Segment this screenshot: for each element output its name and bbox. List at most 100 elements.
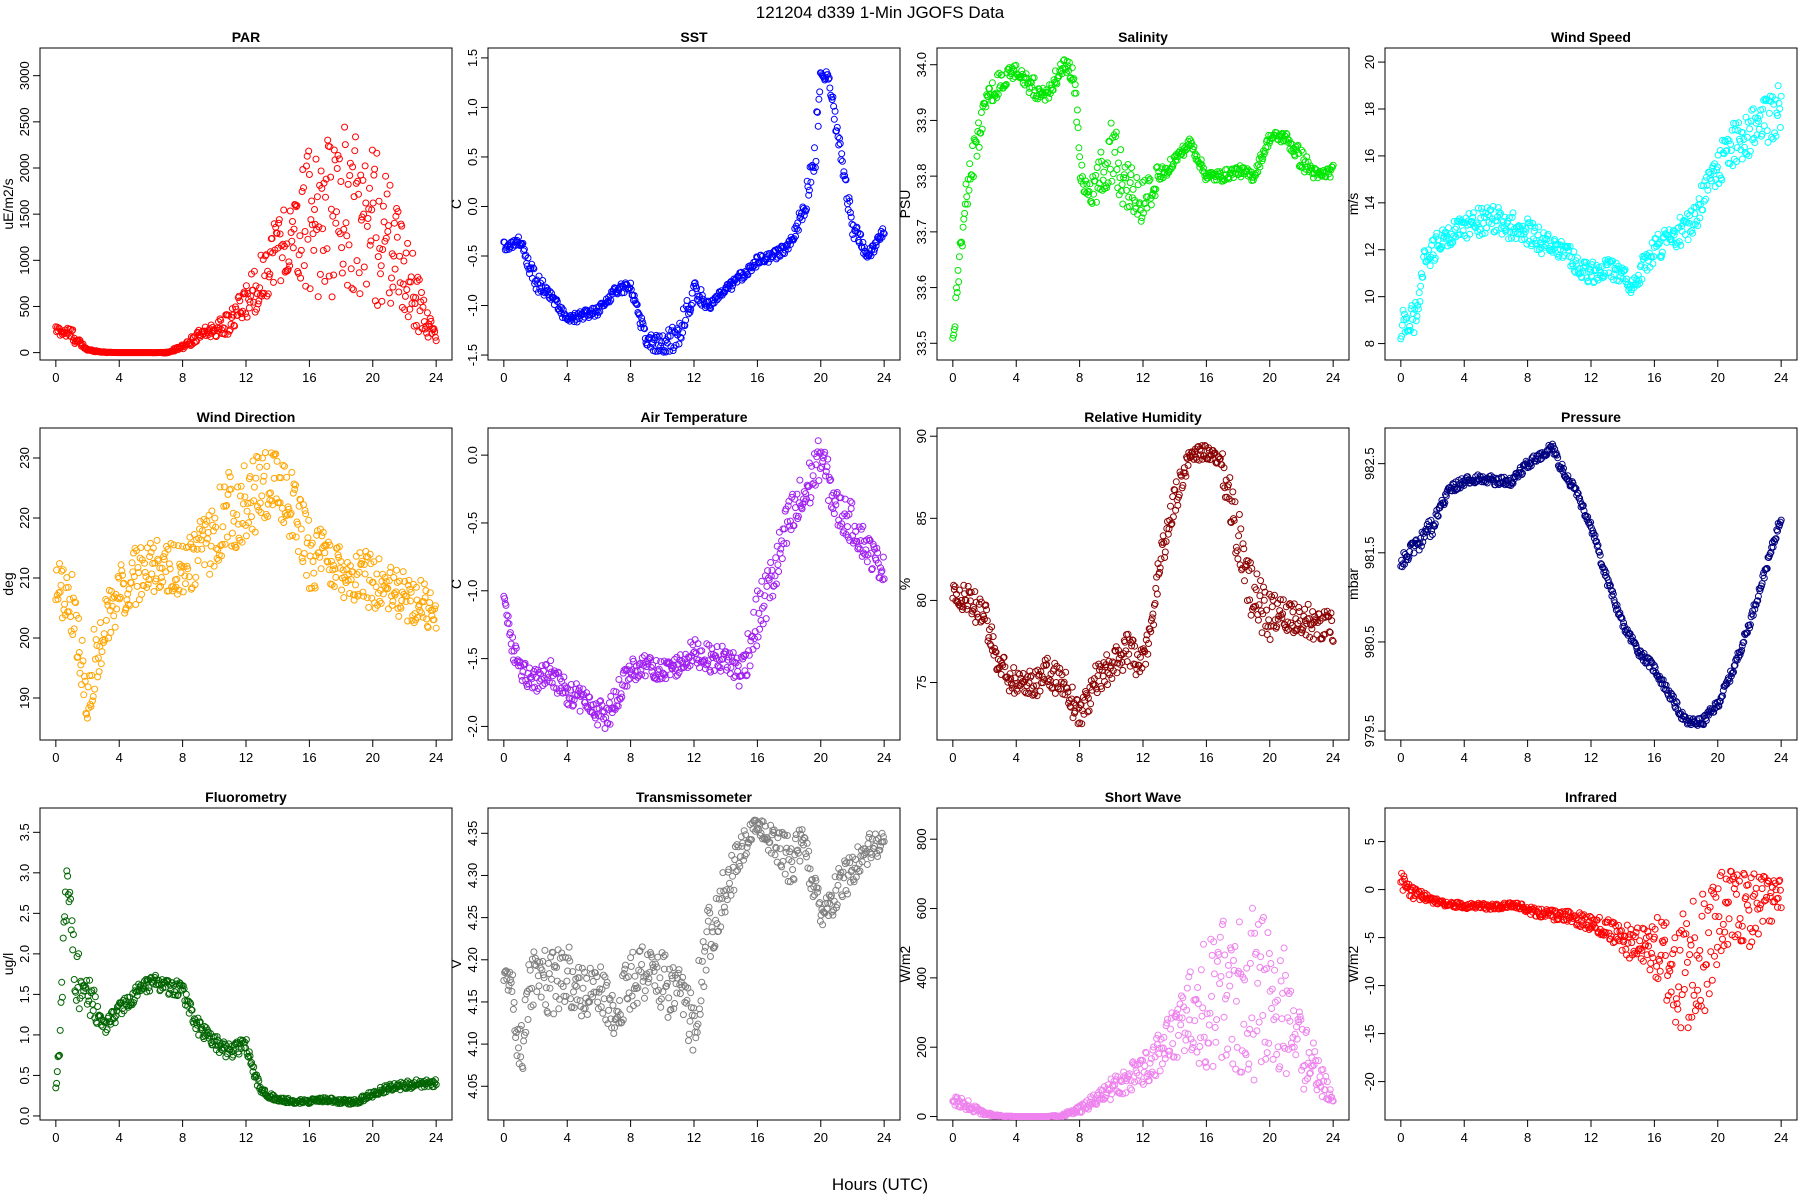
x-tick-label: 12 (239, 750, 253, 765)
data-point (630, 292, 638, 299)
data-point (1113, 166, 1121, 173)
data-point (657, 342, 665, 350)
data-point (1190, 455, 1198, 463)
data-point (397, 604, 405, 612)
data-point (286, 207, 294, 215)
data-point (119, 580, 127, 588)
y-axis-label: PSU (897, 190, 913, 219)
x-tick-label: 8 (179, 370, 186, 385)
data-point (418, 325, 426, 332)
data-point (624, 676, 632, 684)
data-point (1504, 217, 1512, 225)
data-point (401, 578, 409, 585)
data-point (287, 509, 295, 517)
data-point (321, 549, 329, 557)
data-point (165, 560, 173, 568)
data-point (1085, 707, 1093, 715)
data-point (420, 580, 428, 588)
data-point (560, 673, 568, 681)
data-point (1658, 252, 1666, 260)
data-point (370, 171, 378, 179)
data-point (310, 569, 318, 577)
data-point (83, 710, 91, 718)
data-point (1149, 610, 1157, 618)
data-point (286, 262, 294, 270)
y-tick-label: 75 (914, 675, 929, 689)
data-point (292, 533, 300, 541)
data-point (1057, 678, 1065, 686)
data-point (661, 671, 669, 679)
data-point (268, 497, 276, 505)
x-tick-label: 8 (179, 750, 186, 765)
data-point (662, 675, 670, 683)
data-point (1041, 656, 1049, 664)
data-point (234, 520, 242, 528)
data-point (423, 329, 431, 337)
x-tick-label: 0 (1397, 750, 1404, 765)
data-point (1122, 174, 1130, 182)
data-point (961, 596, 969, 604)
data-point (1145, 174, 1152, 182)
data-point (1125, 203, 1133, 210)
data-point (117, 561, 125, 569)
x-tick-label: 4 (564, 370, 571, 385)
data-points (52, 867, 440, 1108)
data-point (1151, 600, 1159, 607)
data-point (1064, 688, 1072, 696)
data-point (1260, 596, 1268, 604)
data-point (982, 103, 990, 111)
data-point (195, 534, 203, 542)
data-point (771, 572, 779, 580)
data-point (94, 1003, 102, 1010)
data-point (1606, 257, 1614, 265)
data-point (1763, 127, 1771, 135)
x-tick-label: 16 (1199, 750, 1213, 765)
data-point (387, 299, 395, 307)
data-points (500, 816, 888, 1072)
data-point (953, 284, 960, 292)
data-point (130, 573, 138, 580)
data-point (1223, 493, 1231, 501)
data-point (1046, 676, 1054, 684)
data-point (297, 246, 305, 254)
data-point (535, 272, 543, 280)
data-point (1636, 279, 1644, 287)
data-point (1140, 647, 1148, 655)
y-tick-label: 33.9 (914, 108, 929, 133)
x-tick-label: 12 (1584, 370, 1598, 385)
data-point (419, 303, 427, 311)
data-point (344, 577, 352, 584)
data-point (1740, 135, 1748, 143)
data-point (211, 514, 219, 522)
data-point (168, 587, 176, 595)
y-axis-label: deg (0, 572, 16, 595)
data-point (272, 450, 280, 458)
y-tick-label: 34.0 (914, 52, 929, 77)
data-point (728, 285, 736, 293)
data-point (607, 692, 615, 700)
data-point (1309, 174, 1317, 182)
data-point (286, 532, 294, 540)
data-point (769, 592, 777, 600)
data-point (1039, 679, 1047, 687)
data-point (981, 100, 989, 108)
data-point (1493, 217, 1501, 225)
data-point (408, 300, 416, 307)
data-point (220, 502, 228, 510)
data-point (261, 252, 269, 260)
data-point (832, 501, 840, 509)
data-point (713, 296, 721, 304)
data-point (250, 483, 258, 491)
data-point (652, 657, 660, 664)
data-point (1072, 89, 1080, 97)
data-point (1459, 227, 1467, 235)
data-point (991, 644, 999, 652)
data-point (95, 668, 103, 676)
data-point (1628, 286, 1636, 294)
data-point (1065, 59, 1073, 66)
data-point (135, 569, 143, 577)
panel-title: Pressure (1561, 409, 1621, 425)
data-point (297, 274, 305, 282)
data-point (1414, 301, 1422, 309)
data-point (375, 555, 383, 563)
